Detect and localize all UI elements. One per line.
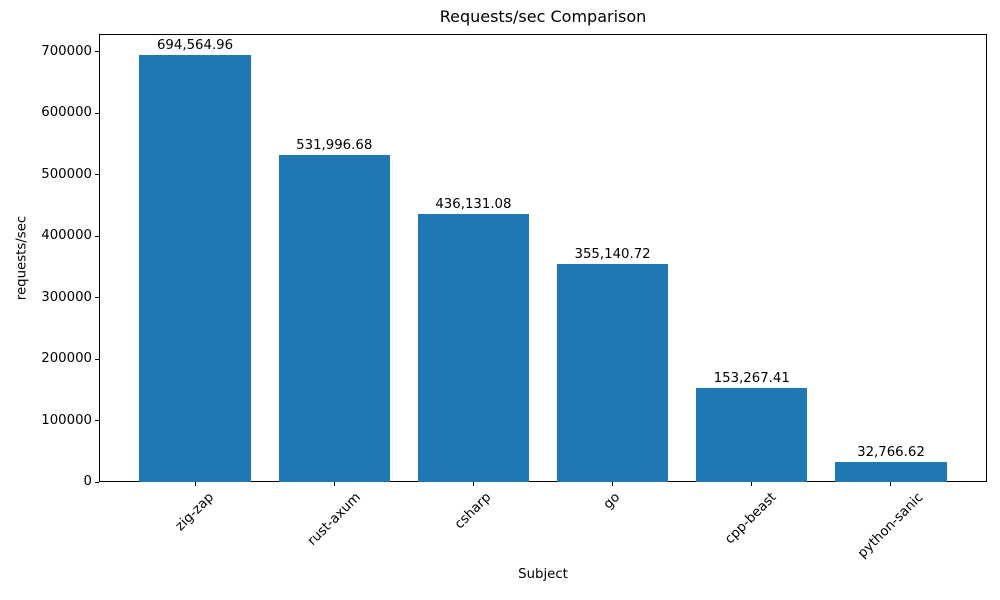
y-tick-mark <box>95 297 99 299</box>
bar-value-label: 153,267.41 <box>713 370 790 386</box>
y-tick-label: 200000 <box>41 351 92 367</box>
bar <box>139 55 251 482</box>
bar-value-label: 436,131.08 <box>435 197 512 213</box>
bar <box>417 214 530 482</box>
y-axis-label: requests/sec <box>14 215 30 301</box>
y-tick-mark <box>95 420 99 422</box>
x-tick-mark <box>751 482 753 486</box>
chart-title: Requests/sec Comparison <box>439 7 647 26</box>
bar <box>556 263 669 482</box>
bar <box>278 155 390 482</box>
y-tick-mark <box>95 174 99 176</box>
x-tick-mark <box>194 482 196 486</box>
bar-value-label: 694,564.96 <box>156 38 234 54</box>
y-tick-mark <box>95 358 99 360</box>
x-tick-label: go <box>600 490 624 513</box>
y-tick-label: 500000 <box>41 166 92 182</box>
y-tick-mark <box>95 235 99 237</box>
x-tick-label: rust-axum <box>304 490 364 549</box>
y-tick-mark <box>95 51 99 53</box>
x-tick-mark <box>472 482 474 486</box>
x-tick-mark <box>333 482 335 486</box>
bar <box>835 461 947 482</box>
y-tick-label: 400000 <box>41 228 92 244</box>
y-tick-label: 0 <box>83 474 92 490</box>
x-axis-label: Subject <box>518 567 568 582</box>
bar-value-label: 531,996.68 <box>296 138 373 154</box>
y-tick-label: 600000 <box>41 105 92 121</box>
x-tick-mark <box>890 482 892 486</box>
bar-value-label: 32,766.62 <box>857 444 925 460</box>
x-tick-label: zig-zap <box>172 490 218 535</box>
y-tick-mark <box>95 481 99 483</box>
x-tick-mark <box>612 482 614 486</box>
x-tick-label: python-sanic <box>854 490 927 562</box>
bar <box>696 387 808 482</box>
x-tick-label: csharp <box>451 490 495 533</box>
y-tick-label: 100000 <box>41 412 92 428</box>
y-tick-mark <box>95 112 99 114</box>
x-tick-label: cpp-beast <box>722 490 780 548</box>
bar-value-label: 355,140.72 <box>574 246 651 262</box>
y-tick-label: 700000 <box>41 44 92 60</box>
y-tick-label: 300000 <box>41 289 92 305</box>
